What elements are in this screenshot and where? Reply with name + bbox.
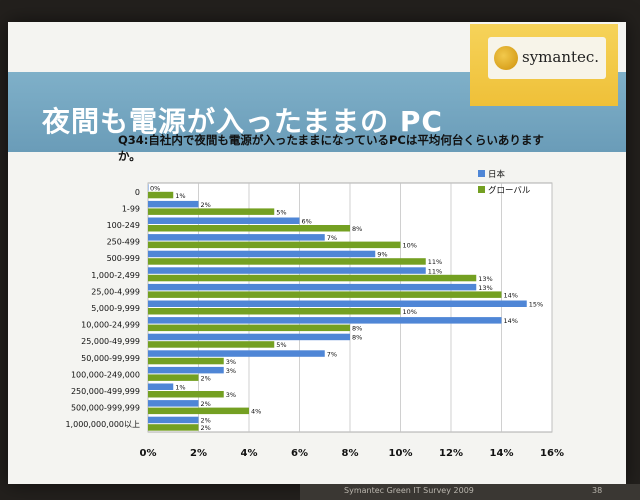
logo-text: symantec.: [522, 48, 600, 66]
data-label-global: 5%: [276, 208, 286, 216]
data-label-global: 8%: [352, 325, 362, 333]
bar-global: [148, 291, 502, 298]
bar-global: [148, 324, 350, 332]
bar-japan: [148, 366, 224, 374]
x-tick-label: 16%: [540, 448, 564, 459]
category-label: 5,000-9,999: [91, 304, 140, 313]
data-label-japan: 0%: [150, 184, 160, 192]
bar-global: [148, 341, 275, 348]
x-tick-label: 4%: [241, 448, 258, 459]
bar-japan: [148, 300, 527, 307]
bar-global: [148, 241, 401, 249]
bar-global: [148, 374, 199, 381]
data-label-global: 2%: [201, 374, 211, 382]
data-label-japan: 6%: [302, 218, 312, 226]
bar-global: [148, 191, 174, 199]
legend-label: 日本: [488, 169, 506, 180]
bar-japan: [148, 350, 325, 357]
symantec-logo-icon: [494, 46, 518, 70]
bar-japan: [148, 317, 502, 324]
bar-global: [148, 391, 224, 398]
x-tick-label: 2%: [190, 448, 207, 459]
legend-label: グローバル: [488, 185, 531, 196]
data-label-global: 14%: [504, 291, 518, 299]
category-label: 1,000,000,000以上: [65, 420, 140, 429]
category-label: 0: [135, 188, 140, 197]
bar-global: [148, 258, 426, 265]
data-label-japan: 2%: [201, 417, 211, 425]
data-label-global: 5%: [276, 341, 286, 349]
bar-japan: [148, 234, 325, 241]
category-label: 250-499: [107, 238, 140, 247]
bar-global: [148, 308, 401, 315]
bar-japan: [148, 217, 300, 224]
question-text: Q34:自社内で夜間も電源が入ったままになっているPCは平均何台くらいありますか…: [118, 133, 544, 163]
bar-japan: [148, 267, 426, 274]
bar-global: [148, 357, 224, 365]
slide-title: 夜間も電源が入ったままの PC: [42, 105, 443, 138]
data-label-global: 10%: [403, 308, 417, 316]
data-label-japan: 2%: [201, 201, 211, 209]
bar-japan: [148, 250, 376, 258]
bar-japan: [148, 416, 199, 424]
data-label-japan: 9%: [377, 251, 387, 259]
logo-box: symantec.: [470, 24, 618, 106]
category-label: 1,000-2,499: [91, 271, 140, 280]
category-label: 10,000-24,999: [81, 321, 140, 330]
category-label: 100-249: [107, 221, 140, 230]
category-label: 50,000-99,999: [81, 354, 140, 363]
category-label: 250,000-499,999: [71, 387, 140, 396]
x-tick-label: 10%: [389, 448, 413, 459]
bar-japan: [148, 400, 199, 407]
data-label-global: 10%: [403, 242, 417, 250]
footer-text: Symantec Green IT Survey 2009: [344, 486, 474, 495]
x-tick-label: 8%: [342, 448, 359, 459]
category-label: 500-999: [107, 254, 140, 263]
category-label: 25,00-4,999: [91, 287, 140, 296]
bar-japan: [148, 200, 199, 208]
data-label-global: 8%: [352, 225, 362, 233]
data-label-global: 3%: [226, 358, 236, 366]
data-label-japan: 15%: [529, 301, 543, 309]
bar-japan: [148, 184, 149, 191]
x-tick-label: 12%: [439, 448, 463, 459]
category-label: 100,000-249,000: [71, 370, 140, 379]
data-label-global: 13%: [478, 275, 492, 283]
data-label-japan: 14%: [504, 317, 518, 325]
bar-global: [148, 407, 249, 415]
data-label-japan: 8%: [352, 334, 362, 342]
data-label-japan: 11%: [428, 267, 442, 275]
x-tick-label: 14%: [490, 448, 514, 459]
data-label-global: 1%: [175, 192, 185, 200]
x-tick-label: 6%: [291, 448, 308, 459]
category-label: 1-99: [122, 204, 140, 213]
data-label-global: 3%: [226, 391, 236, 399]
data-label-japan: 1%: [175, 384, 185, 392]
legend-swatch: [478, 186, 485, 193]
data-label-japan: 7%: [327, 234, 337, 242]
bar-global: [148, 208, 275, 215]
bar-global: [148, 424, 199, 431]
category-label: 500,000-999,999: [71, 404, 140, 413]
footer: Symantec Green IT Survey 2009 38: [300, 484, 640, 500]
bar-japan: [148, 333, 350, 341]
category-label: 25,000-49,999: [81, 337, 140, 346]
data-label-japan: 7%: [327, 350, 337, 358]
data-label-global: 11%: [428, 258, 442, 266]
logo: symantec.: [488, 37, 606, 79]
bar-japan: [148, 383, 174, 390]
data-label-japan: 3%: [226, 367, 236, 375]
data-label-japan: 13%: [478, 284, 492, 292]
bar-global: [148, 225, 350, 232]
data-label-global: 4%: [251, 408, 261, 416]
x-tick-label: 0%: [140, 448, 157, 459]
bar-global: [148, 274, 477, 282]
legend-swatch: [478, 170, 485, 177]
page-number: 38: [592, 486, 603, 495]
bar-japan: [148, 283, 477, 291]
data-label-global: 2%: [201, 424, 211, 432]
data-label-japan: 2%: [201, 400, 211, 408]
